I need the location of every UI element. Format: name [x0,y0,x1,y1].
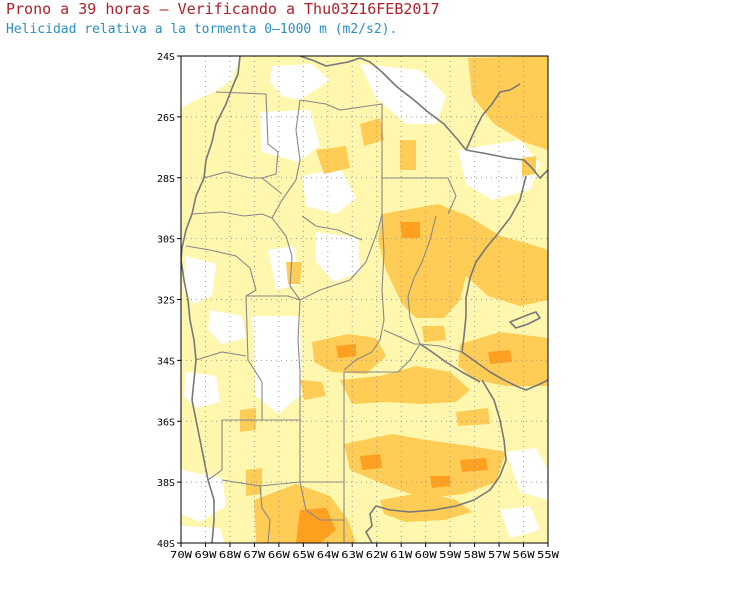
boundaries [181,56,548,543]
shade-mid-patch [316,146,350,174]
white-patch [302,168,356,214]
shade-mid-patch [468,56,548,150]
shade-high-patch [296,508,336,543]
lon-tick-label: 65W [292,550,315,561]
province-line [343,213,385,371]
shade-mid-patch [300,380,326,400]
white-patch [506,448,548,500]
province-line [344,343,421,373]
white-patch [500,506,540,538]
white-patch [458,140,540,200]
shade-high-patch [360,454,382,470]
white-patch [184,372,220,408]
shade-high-patch [430,476,450,488]
province-line [191,211,273,219]
lon-tick-label: 57W [488,550,511,561]
white-patch [181,56,240,108]
lon-tick-label: 55W [537,550,560,561]
lat-tick-label: 32S [157,296,175,307]
lat-tick-label: 34S [157,356,175,367]
province-line [215,91,279,179]
province-line [407,215,437,345]
parana-delta-line [419,343,481,383]
province-line [185,245,257,297]
uruguay-lagoon-line [509,311,541,329]
andes-border-line [181,56,241,261]
lat-tick-label: 36S [157,417,175,428]
white-patch [316,232,360,282]
province-line [299,481,344,521]
uruguay-river-line [461,175,527,353]
lat-tick-label: 26S [157,113,175,124]
north-border-line [465,83,521,151]
north-border-line [299,56,467,151]
map-subtitle: Helicidad relativa a la tormenta 0–1000 … [6,22,398,37]
lat-tick-label: 28S [157,174,175,185]
province-line [259,485,271,543]
white-patch [208,310,246,344]
lon-tick-label: 63W [341,550,364,561]
province-line [245,295,300,421]
lon-tick-label: 59W [439,550,462,561]
atlantic-coast-line [365,379,507,543]
graticule [181,56,548,543]
lon-tick-label: 56W [513,550,536,561]
shade-mid-patch [422,326,446,342]
lat-tick-label: 40S [157,539,175,550]
lon-tick-label: 60W [415,550,438,561]
province-line [299,99,383,178]
lon-tick-label: 61W [390,550,413,561]
lon-tick-label: 67W [243,550,266,561]
white-patch [181,526,224,543]
province-line [383,329,463,353]
lon-tick-label: 66W [268,550,291,561]
paraguay-border-line [465,149,548,179]
province-line [382,177,457,215]
shade-mid-patch [344,434,506,498]
province-line [207,419,262,481]
lon-tick-label: 68W [219,550,242,561]
shade-mid-patch [286,262,302,284]
lon-tick-label: 62W [366,550,389,561]
shade-high-patch [488,350,512,364]
shade-mid-patch [400,140,416,170]
shade-mid-patch [360,118,384,146]
white-patch [183,256,216,304]
axis-ticks: 70W 69W 68W 67W 66W 65W 64W 63W 62W 61W 60W 59W 58W 5… [157,52,560,561]
lat-tick-label: 24S [157,52,175,63]
province-line [299,178,383,301]
white-patch [252,316,302,414]
rio-plata-coast-line [461,351,548,391]
lat-tick-label: 30S [157,235,175,246]
province-line [203,171,283,195]
lon-tick-label: 58W [464,550,487,561]
shade-mid-patch [340,366,470,404]
lon-tick-label: 70W [170,550,193,561]
province-line [246,295,301,420]
lat-tick-label: 38S [157,478,175,489]
shade-high-patch [400,222,420,238]
map-title: Prono a 39 horas — Verificando a Thu03Z1… [6,0,440,18]
province-boundaries [185,91,463,543]
province-line [195,351,247,361]
shade-high-patch [460,458,488,472]
andes-border-line [181,259,215,543]
lon-tick-label: 64W [317,550,340,561]
white-patch [270,64,330,100]
lon-tick-label: 69W [194,550,217,561]
province-line [301,215,363,241]
province-line [271,99,301,301]
shade-high-patch [336,344,356,358]
unshaded-patches [181,56,548,543]
shade-mid-patch [378,204,548,318]
shading-layer [181,56,548,543]
